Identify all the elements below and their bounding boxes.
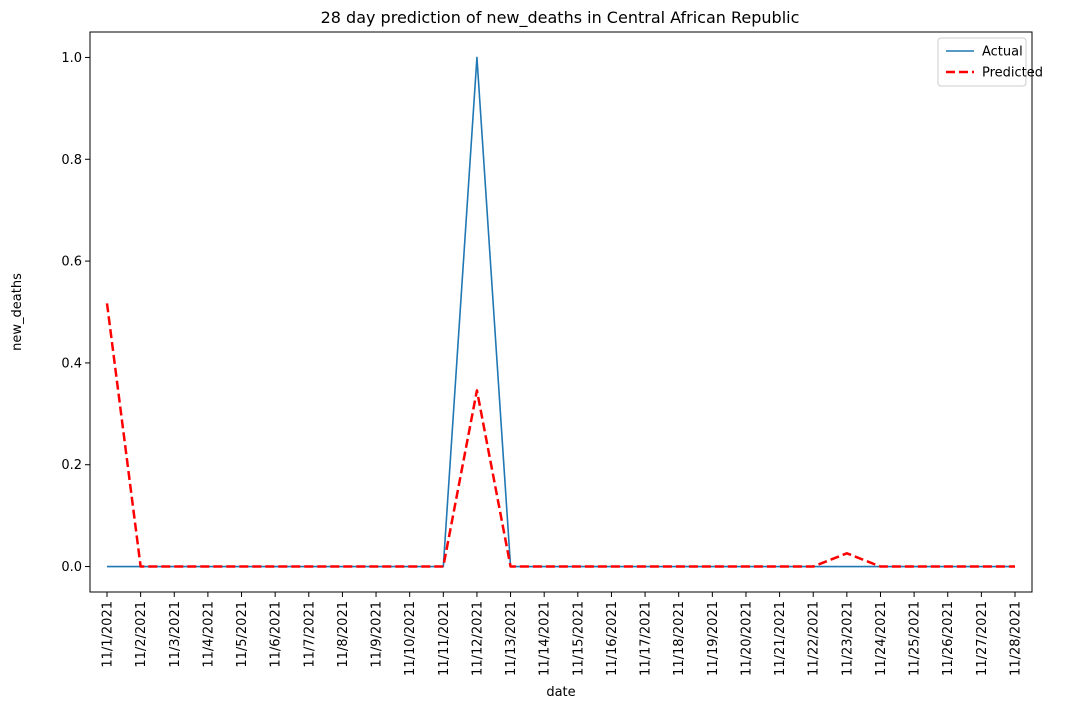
x-tick-label: 11/3/2021	[168, 601, 183, 668]
y-tick-label: 1.0	[61, 51, 82, 66]
x-tick-label: 11/26/2021	[941, 601, 956, 676]
x-tick-label: 11/12/2021	[470, 601, 485, 676]
x-tick-label: 11/7/2021	[302, 601, 317, 668]
y-tick-label: 0.0	[61, 560, 82, 575]
series-line-predicted	[105, 303, 1015, 568]
x-tick-label: 11/14/2021	[538, 601, 553, 676]
plot-area	[89, 31, 1033, 593]
x-tick-label: 11/17/2021	[639, 601, 654, 676]
legend-label: Predicted	[982, 66, 1043, 81]
x-tick-label: 11/28/2021	[1009, 601, 1024, 676]
x-tick-label: 11/19/2021	[706, 601, 721, 676]
y-tick-label: 0.2	[61, 458, 82, 473]
x-tick-label: 11/13/2021	[504, 601, 519, 676]
x-tick-label: 11/27/2021	[975, 601, 990, 676]
y-tick-label: 0.6	[61, 255, 82, 270]
x-tick-label: 11/15/2021	[571, 601, 586, 676]
x-tick-label: 11/5/2021	[235, 601, 250, 668]
x-tick-label: 11/9/2021	[370, 601, 385, 668]
x-tick-label: 11/23/2021	[840, 601, 855, 676]
y-axis-label: new_deaths	[10, 273, 25, 351]
chart-title: 28 day prediction of new_deaths in Centr…	[321, 8, 800, 28]
legend-label: Actual	[982, 45, 1023, 60]
x-tick-label: 11/18/2021	[672, 601, 687, 676]
y-tick-label: 0.4	[61, 356, 82, 371]
x-tick-label: 11/20/2021	[739, 601, 754, 676]
x-tick-label: 11/11/2021	[437, 601, 452, 676]
x-tick-label: 11/10/2021	[403, 601, 418, 676]
legend: Actual Predicted	[937, 37, 1043, 87]
x-tick-label: 11/4/2021	[201, 601, 216, 668]
x-tick-label: 11/2/2021	[134, 601, 149, 668]
legend-box	[937, 37, 1027, 87]
x-tick-label: 11/22/2021	[807, 601, 822, 676]
x-tick-label: 11/24/2021	[874, 601, 889, 676]
series-layer	[105, 56, 1015, 568]
x-tick-label: 11/8/2021	[336, 601, 351, 668]
x-axis: 11/1/2021 11/2/2021 11/3/2021 11/4/2021 11/5…	[101, 592, 1024, 676]
y-axis: 0.0 0.2 0.4 0.6 0.8 1.0	[61, 51, 90, 575]
x-tick-label: 11/25/2021	[908, 601, 923, 676]
x-tick-label: 11/6/2021	[269, 601, 284, 668]
x-tick-label: 11/1/2021	[101, 601, 116, 668]
y-tick-label: 0.8	[61, 153, 82, 168]
x-tick-label: 11/16/2021	[605, 601, 620, 676]
x-tick-label: 11/21/2021	[773, 601, 788, 676]
x-axis-label: date	[546, 685, 575, 700]
